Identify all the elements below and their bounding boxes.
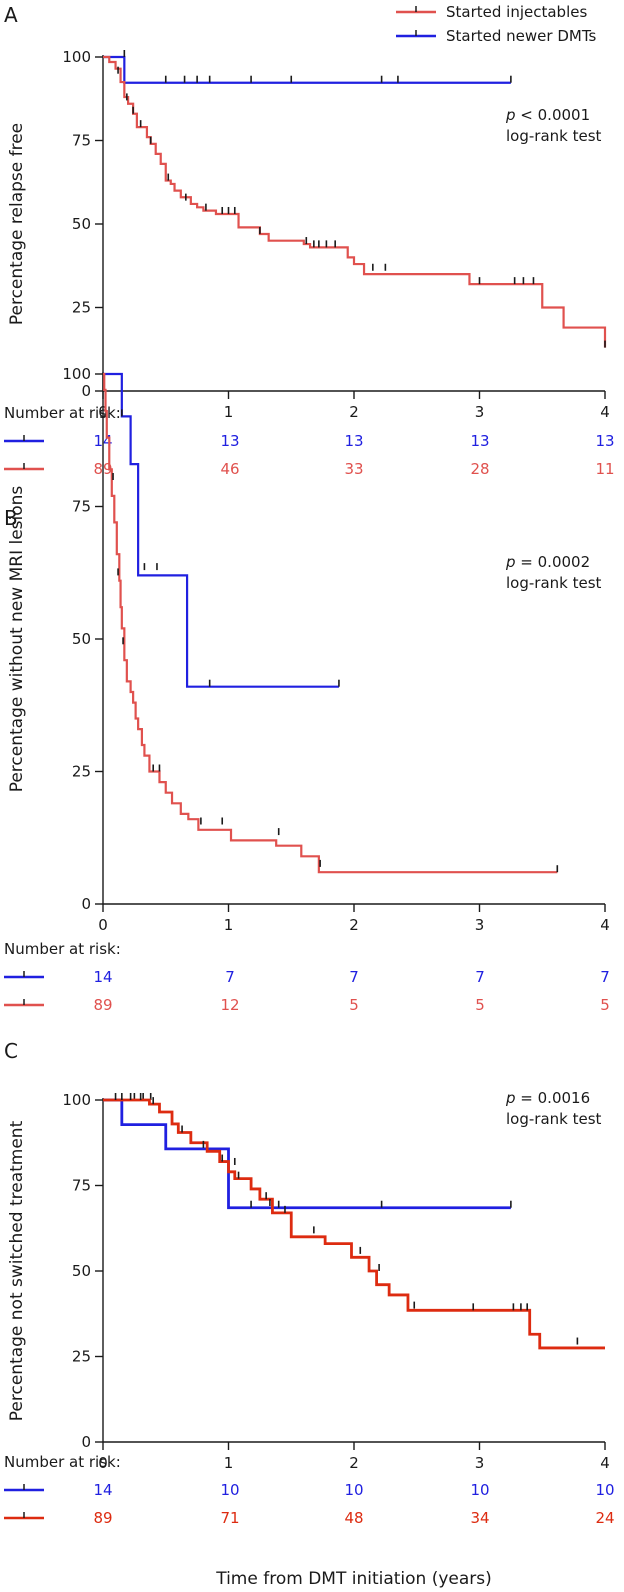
legend-item-newer: Started newer DMTs (396, 27, 597, 45)
x-tick-label: 0 (98, 1454, 108, 1472)
test-annotation: log-rank test (506, 1110, 602, 1128)
risk-count: 13 (220, 432, 239, 450)
y-tick-label: 25 (72, 299, 91, 317)
x-tick-label: 4 (600, 1454, 610, 1472)
y-tick-label: 100 (62, 48, 91, 66)
risk-count: 14 (93, 1481, 112, 1499)
x-tick-label: 3 (475, 916, 485, 934)
test-annotation: log-rank test (506, 127, 602, 145)
p-value: = 0.0016 (516, 1089, 591, 1107)
risk-count: 89 (93, 996, 112, 1014)
risk-count: 46 (220, 460, 239, 478)
panel-letter: A (4, 3, 18, 27)
legend-label-injectables: Started injectables (446, 3, 587, 21)
series-line (103, 1098, 511, 1210)
x-tick-label: 2 (349, 1454, 359, 1472)
risk-count: 14 (93, 968, 112, 986)
y-tick-label: 0 (81, 895, 91, 913)
x-axis-label: Time from DMT initiation (years) (215, 1569, 492, 1589)
risk-count: 10 (220, 1481, 239, 1499)
y-tick-label: 0 (81, 382, 91, 400)
risk-count: 10 (470, 1481, 489, 1499)
p-symbol: p (505, 1089, 516, 1107)
y-tick-label: 75 (72, 132, 91, 150)
x-tick-label: 3 (475, 1454, 485, 1472)
y-tick-label: 100 (62, 1091, 91, 1109)
p-value: < 0.0001 (516, 106, 591, 124)
series-line (103, 55, 607, 348)
risk-count: 13 (344, 432, 363, 450)
legend-label-newer: Started newer DMTs (446, 27, 597, 45)
legend: Started injectables Started newer DMTs (396, 3, 597, 45)
risk-count: 33 (344, 460, 363, 478)
risk-count: 5 (475, 996, 485, 1014)
y-tick-label: 0 (81, 1433, 91, 1451)
x-tick-label: 1 (224, 916, 234, 934)
p-symbol: p (505, 553, 516, 571)
risk-count: 12 (220, 996, 239, 1014)
risk-count: 13 (595, 432, 614, 450)
y-tick-label: 50 (72, 215, 91, 233)
risk-count: 13 (470, 432, 489, 450)
risk-count: 10 (595, 1481, 614, 1499)
risk-count: 11 (595, 460, 614, 478)
panel-letter: C (4, 1039, 18, 1063)
y-axis-label: Percentage without new MRI lesions (7, 486, 27, 793)
x-tick-label: 4 (600, 403, 610, 421)
y-tick-label: 75 (72, 1177, 91, 1195)
risk-count: 10 (344, 1481, 363, 1499)
x-tick-label: 2 (349, 403, 359, 421)
p-symbol: p (505, 106, 516, 124)
risk-count: 7 (600, 968, 610, 986)
y-tick-label: 25 (72, 763, 91, 781)
risk-count: 7 (225, 968, 235, 986)
risk-header: Number at risk: (4, 404, 121, 422)
test-annotation: log-rank test (506, 574, 602, 592)
x-tick-label: 1 (224, 403, 234, 421)
risk-count: 48 (344, 1509, 363, 1527)
series-line (103, 372, 558, 874)
risk-count: 34 (470, 1509, 489, 1527)
x-tick-label: 1 (224, 1454, 234, 1472)
panel-a: A025507510001234Percentage relapse freep… (4, 3, 615, 478)
risk-count: 5 (349, 996, 359, 1014)
p-value-annotation: p = 0.0016 (505, 1089, 590, 1107)
series-line (103, 372, 339, 688)
x-tick-label: 2 (349, 916, 359, 934)
risk-header: Number at risk: (4, 1453, 121, 1471)
legend-item-injectables: Started injectables (396, 3, 587, 21)
x-tick-label: 4 (600, 916, 610, 934)
risk-count: 89 (93, 1509, 112, 1527)
p-value: = 0.0002 (516, 553, 591, 571)
y-tick-label: 100 (62, 365, 91, 383)
risk-count: 5 (600, 996, 610, 1014)
p-value-annotation: p < 0.0001 (505, 106, 590, 124)
risk-count: 24 (595, 1509, 614, 1527)
risk-count: 7 (475, 968, 485, 986)
x-tick-label: 0 (98, 916, 108, 934)
y-axis-label: Percentage relapse free (7, 123, 27, 325)
risk-header: Number at risk: (4, 940, 121, 958)
risk-count: 71 (220, 1509, 239, 1527)
panel-letter: B (4, 506, 18, 530)
y-tick-label: 75 (72, 498, 91, 516)
y-tick-label: 50 (72, 630, 91, 648)
series-line (103, 55, 511, 84)
y-axis-label: Percentage not switched treatment (7, 1120, 27, 1421)
risk-count: 28 (470, 460, 489, 478)
risk-count: 7 (349, 968, 359, 986)
p-value-annotation: p = 0.0002 (505, 553, 590, 571)
x-tick-label: 3 (475, 403, 485, 421)
y-tick-label: 50 (72, 1262, 91, 1280)
y-tick-label: 25 (72, 1348, 91, 1366)
series-line (103, 1098, 605, 1350)
